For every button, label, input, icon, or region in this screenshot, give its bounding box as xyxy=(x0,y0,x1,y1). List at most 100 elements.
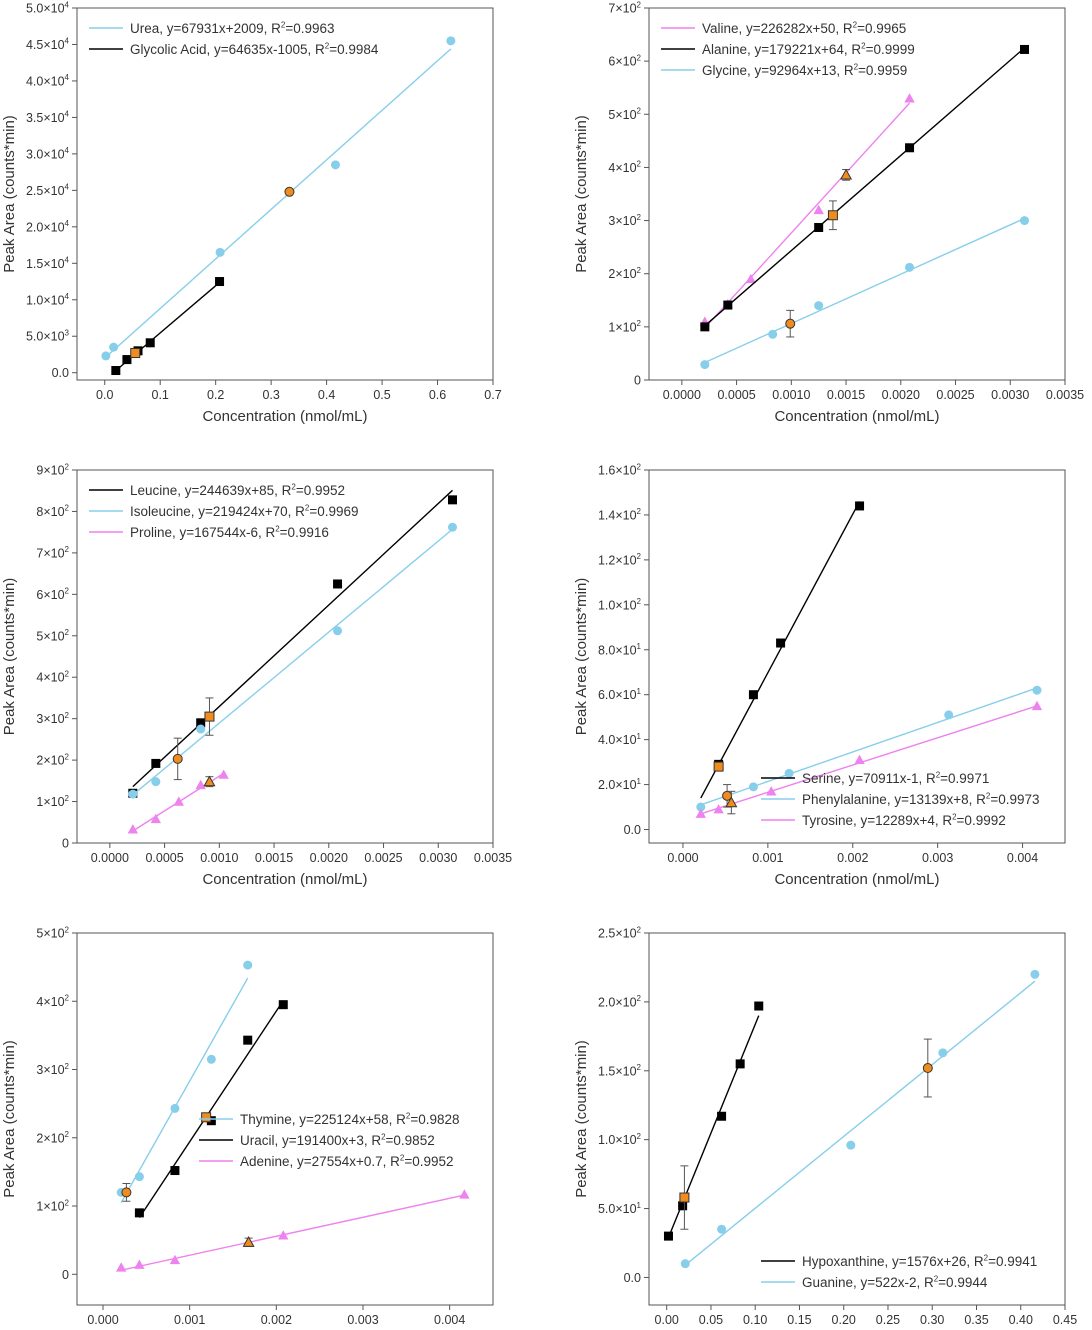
plot-frame xyxy=(648,469,1066,844)
data-point-proline xyxy=(173,796,184,806)
x-tick-label: 0.004 xyxy=(1007,851,1038,865)
chart-panel-2: 0.0000 0.0005 0.0010 0.0015 0.0020 0.0025 0.00… xyxy=(573,0,1084,425)
data-point-proline xyxy=(218,769,229,779)
data-point-urea xyxy=(215,247,225,257)
y-axis-label: Peak Area (counts*min) xyxy=(573,115,590,273)
x-axis-label: Concentration (nmol/mL) xyxy=(774,408,939,425)
data-point-serine xyxy=(855,501,865,511)
data-point-uracil xyxy=(134,1208,144,1218)
data-point-proline xyxy=(150,813,161,824)
x-tick-label: 0.40 xyxy=(1009,1313,1033,1327)
sample-point xyxy=(172,753,183,764)
sample-point xyxy=(130,348,141,359)
data-point-phenylalanine xyxy=(944,710,954,720)
data-point-glycolic-acid xyxy=(122,355,132,365)
data-point-isoleucine xyxy=(447,522,457,532)
data-point-glycine xyxy=(1019,216,1029,226)
data-point-guanine xyxy=(846,1140,856,1150)
data-point-alanine xyxy=(1019,44,1029,54)
y-tick-label: 8×102 xyxy=(36,504,69,519)
chart-panel-3: 0.0000 0.0005 0.0010 0.0015 0.0020 0.0025 0.00… xyxy=(1,462,512,888)
x-tick-label: 0.0010 xyxy=(200,851,238,865)
data-point-proline xyxy=(195,779,206,790)
y-tick-label: 0 xyxy=(634,374,641,388)
data-point-urea xyxy=(446,36,456,46)
x-tick-label: 0.0030 xyxy=(419,851,457,865)
data-point-alanine xyxy=(814,222,824,232)
sample-point xyxy=(922,1063,933,1074)
x-tick-label: 0.0030 xyxy=(991,388,1029,402)
data-point-thymine xyxy=(206,1054,216,1064)
x-tick-label: 0.000 xyxy=(667,851,698,865)
data-point-uracil xyxy=(170,1166,180,1176)
plot-frame xyxy=(76,469,494,844)
data-point-adenine xyxy=(278,1230,289,1240)
y-tick-label: 8.0×101 xyxy=(598,642,642,657)
data-point-adenine xyxy=(459,1189,470,1199)
fit-line-thymine xyxy=(120,977,249,1203)
data-point-serine xyxy=(776,638,786,648)
data-point-tyrosine xyxy=(854,754,865,765)
x-tick-label: 0.0025 xyxy=(936,388,974,402)
sample-point xyxy=(242,1235,255,1247)
x-tick-label: 0.7 xyxy=(484,388,501,402)
legend-label: Adenine, y=27554x+0.7, R2=0.9952 xyxy=(240,1153,454,1169)
data-point-isoleucine xyxy=(333,626,343,636)
legend: Valine, y=226282x+50, R2=0.9965 Alanine, … xyxy=(661,20,915,78)
sample-point xyxy=(785,318,796,329)
y-tick-label: 2.0×104 xyxy=(26,219,70,234)
legend: Thymine, y=225124x+58, R2=0.9828 Uracil, … xyxy=(199,1111,460,1169)
y-tick-label: 4×102 xyxy=(36,994,69,1009)
data-point-alanine xyxy=(905,143,915,153)
y-tick-label: 3.0×104 xyxy=(26,146,70,161)
legend-label: Glycolic Acid, y=64635x-1005, R2=0.9984 xyxy=(130,41,379,57)
plot-frame xyxy=(648,932,1066,1306)
x-tick-label: 0.0 xyxy=(96,388,113,402)
y-tick-label: 6.0×101 xyxy=(598,687,642,702)
x-tick-label: 0.3 xyxy=(262,388,279,402)
x-axis-label: Concentration (nmol/mL) xyxy=(774,871,939,888)
fit-line-serine xyxy=(700,501,861,799)
data-point-hypoxanthine xyxy=(754,1001,764,1011)
x-tick-label: 0.0020 xyxy=(882,388,920,402)
y-axis-label: Peak Area (counts*min) xyxy=(1,1040,18,1198)
y-axis-label: Peak Area (counts*min) xyxy=(573,1040,590,1198)
x-tick-label: 0.5 xyxy=(373,388,390,402)
y-tick-label: 5.0×103 xyxy=(26,328,70,343)
x-tick-label: 0.0010 xyxy=(772,388,810,402)
legend: Serine, y=70911x-1, R2=0.9971 Phenylalani… xyxy=(761,770,1040,828)
legend-label: Guanine, y=522x-2, R2=0.9944 xyxy=(802,1274,988,1290)
y-tick-label: 4×102 xyxy=(608,160,641,175)
fit-line-glycine xyxy=(704,217,1025,364)
y-tick-label: 2×102 xyxy=(36,752,69,767)
data-point-leucine xyxy=(333,579,343,589)
fit-line-adenine xyxy=(121,1194,465,1271)
y-tick-label: 2.0×102 xyxy=(598,994,642,1009)
legend-label: Glycine, y=92964x+13, R2=0.9959 xyxy=(702,62,907,78)
data-point-leucine xyxy=(196,718,206,728)
legend-label: Proline, y=167544x-6, R2=0.9916 xyxy=(130,524,329,540)
data-point-glycine xyxy=(700,360,710,370)
data-point-uracil xyxy=(243,1035,253,1045)
y-tick-label: 1.6×102 xyxy=(598,462,642,477)
y-tick-label: 4.0×104 xyxy=(26,73,70,88)
data-point-isoleucine xyxy=(196,724,206,734)
data-point-hypoxanthine xyxy=(735,1059,745,1069)
x-tick-label: 0.4 xyxy=(318,388,335,402)
data-point-hypoxanthine xyxy=(717,1111,727,1121)
y-tick-label: 2.5×102 xyxy=(598,925,642,940)
y-tick-label: 7×102 xyxy=(608,0,641,15)
x-tick-label: 0.05 xyxy=(699,1313,723,1327)
data-point-uracil xyxy=(206,1116,216,1126)
x-tick-label: 0.002 xyxy=(261,1313,292,1327)
sample-point xyxy=(827,210,838,221)
legend-label: Isoleucine, y=219424x+70, R2=0.9969 xyxy=(130,503,359,519)
x-tick-label: 0.0005 xyxy=(145,851,183,865)
data-point-urea xyxy=(330,160,340,170)
legend-label: Hypoxanthine, y=1576x+26, R2=0.9941 xyxy=(802,1253,1037,1269)
y-axis-label: Peak Area (counts*min) xyxy=(573,578,590,736)
data-point-valine xyxy=(745,273,756,284)
y-tick-label: 5×102 xyxy=(36,925,69,940)
y-tick-label: 0.0 xyxy=(52,366,69,380)
sample-point xyxy=(840,168,853,180)
